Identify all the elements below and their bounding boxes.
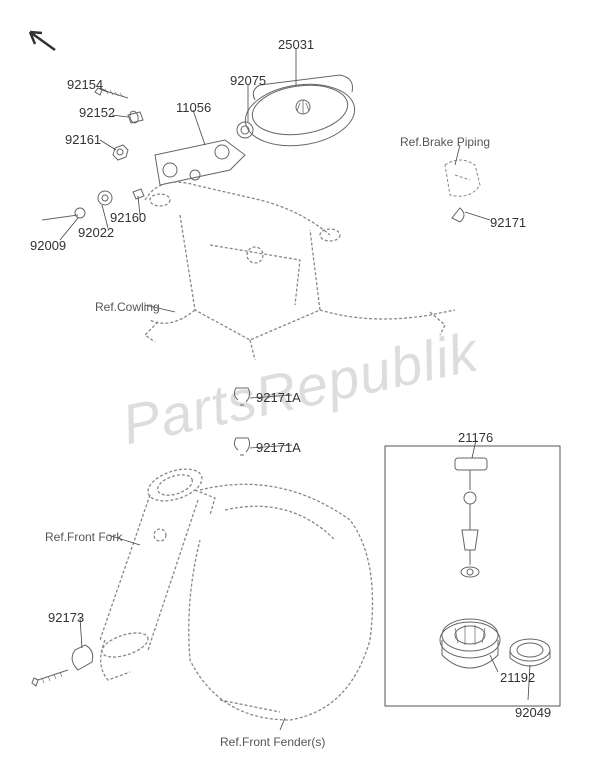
damper-92075 [237, 122, 253, 138]
clamp-92171a-1 [234, 388, 249, 405]
label-92049: 92049 [515, 705, 551, 720]
bracket-11056 [155, 140, 245, 185]
clamp-92173 [32, 645, 93, 686]
inset-box [385, 446, 560, 706]
watermark: PartsRepublik [116, 318, 483, 457]
label-92171a-2: 92171A [256, 440, 301, 455]
label-21192: 21192 [500, 670, 535, 685]
sensor-21176 [455, 458, 487, 577]
ref-brake-piping: Ref.Brake Piping [400, 135, 490, 149]
label-92009: 92009 [30, 238, 66, 253]
label-92160: 92160 [110, 210, 146, 225]
label-92075: 92075 [230, 73, 266, 88]
label-92152: 92152 [79, 105, 115, 120]
label-25031: 25031 [278, 37, 314, 52]
label-11056: 11056 [176, 100, 211, 115]
label-92154: 92154 [67, 77, 103, 92]
ref-front-fender: Ref.Front Fender(s) [220, 735, 325, 749]
label-92022: 92022 [78, 225, 114, 240]
rotor-21192 [440, 619, 500, 668]
parts-diagram: PartsRepublik 25031 92075 92154 92152 11… [0, 0, 600, 775]
nut-92161 [113, 145, 128, 160]
collar-92152 [128, 110, 143, 124]
label-92171: 92171 [490, 215, 526, 230]
front-fork [99, 463, 215, 680]
brake-clamp [445, 160, 480, 196]
seal-92049 [510, 639, 550, 666]
label-92173: 92173 [48, 610, 84, 625]
cowling-frame [145, 182, 455, 360]
front-fender [189, 484, 373, 720]
orientation-arrow [30, 32, 55, 50]
label-92161: 92161 [65, 132, 101, 147]
ref-cowling: Ref.Cowling [95, 300, 160, 314]
label-21176: 21176 [458, 430, 493, 445]
ref-front-fork: Ref.Front Fork [45, 530, 122, 544]
leader-lines [60, 48, 530, 730]
label-92171a-1: 92171A [256, 390, 301, 405]
clamp-92171a-2 [234, 438, 249, 455]
